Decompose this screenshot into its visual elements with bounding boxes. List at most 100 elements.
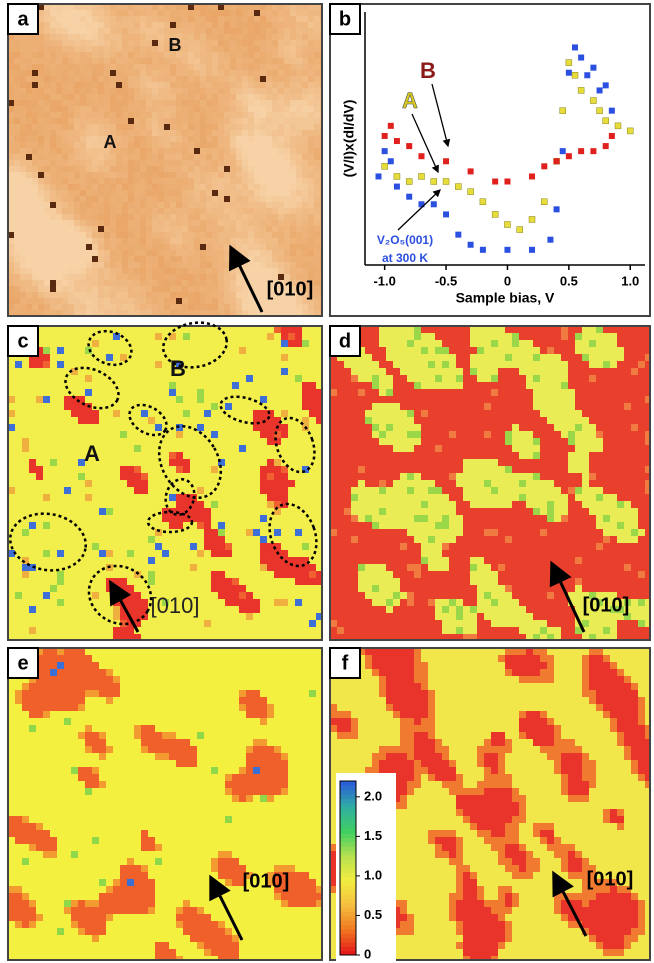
map-pixel xyxy=(266,154,272,160)
map-pixel xyxy=(38,100,44,106)
map-pixel xyxy=(20,94,26,100)
map-pixel xyxy=(230,202,236,208)
map-pixel xyxy=(134,214,140,220)
map-pixel xyxy=(170,202,176,208)
map-pixel xyxy=(134,361,141,368)
map-pixel xyxy=(120,557,127,564)
map-pixel xyxy=(200,22,206,28)
map-pixel xyxy=(74,226,80,232)
map-pixel xyxy=(148,375,155,382)
map-pixel xyxy=(8,417,15,424)
map-pixel xyxy=(224,256,230,262)
map-pixel xyxy=(204,522,211,529)
map-pixel xyxy=(218,130,224,136)
map-pixel xyxy=(170,184,176,190)
map-pixel xyxy=(120,396,127,403)
map-pixel xyxy=(158,76,164,82)
map-pixel xyxy=(38,124,44,130)
map-pixel xyxy=(86,226,92,232)
map-pixel xyxy=(158,214,164,220)
map-pixel xyxy=(29,585,36,592)
map-pixel xyxy=(152,16,158,22)
map-pixel xyxy=(309,368,316,375)
map-pixel xyxy=(36,452,43,459)
map-pixel xyxy=(183,557,190,564)
map-pixel xyxy=(26,250,32,256)
map-pixel xyxy=(194,178,200,184)
map-pixel xyxy=(8,361,15,368)
map-pixel xyxy=(92,340,99,347)
map-pixel xyxy=(302,124,308,130)
map-pixel xyxy=(176,136,182,142)
map-pixel xyxy=(266,124,272,130)
map-pixel xyxy=(314,226,320,232)
map-pixel xyxy=(110,160,116,166)
map-pixel xyxy=(106,494,113,501)
map-pixel xyxy=(197,459,204,466)
map-pixel xyxy=(211,431,218,438)
map-pixel xyxy=(281,389,288,396)
map-pixel xyxy=(302,166,308,172)
map-pixel xyxy=(170,148,176,154)
map-pixel xyxy=(568,333,575,340)
map-pixel xyxy=(284,70,290,76)
map-pixel xyxy=(284,16,290,22)
map-pixel xyxy=(596,347,603,354)
map-pixel xyxy=(57,543,64,550)
map-pixel xyxy=(638,333,645,340)
map-pixel xyxy=(206,184,212,190)
map-pixel xyxy=(230,298,236,304)
map-pixel xyxy=(266,232,272,238)
map-pixel xyxy=(309,627,316,634)
map-pixel xyxy=(38,292,44,298)
map-pixel xyxy=(176,160,182,166)
map-pixel xyxy=(116,34,122,40)
map-pixel xyxy=(106,536,113,543)
map-pixel xyxy=(26,40,32,46)
map-pixel xyxy=(295,438,302,445)
map-pixel xyxy=(260,354,267,361)
map-pixel xyxy=(288,494,295,501)
map-pixel xyxy=(20,220,26,226)
map-pixel xyxy=(296,10,302,16)
map-pixel xyxy=(470,347,477,354)
map-pixel xyxy=(309,564,316,571)
map-pixel xyxy=(43,354,50,361)
map-pixel xyxy=(74,304,80,310)
map-pixel xyxy=(56,28,62,34)
map-pixel xyxy=(314,178,320,184)
map-pixel xyxy=(26,112,32,118)
map-pixel xyxy=(225,424,232,431)
map-pixel xyxy=(190,410,197,417)
map-pixel xyxy=(254,112,260,118)
map-pixel xyxy=(218,16,224,22)
map-pixel xyxy=(57,487,64,494)
map-pixel xyxy=(284,82,290,88)
map-pixel xyxy=(128,34,134,40)
map-pixel xyxy=(266,184,272,190)
map-pixel xyxy=(314,166,320,172)
map-pixel xyxy=(211,571,218,578)
map-pixel xyxy=(38,244,44,250)
map-pixel xyxy=(239,375,246,382)
map-pixel xyxy=(309,606,316,613)
map-pixel xyxy=(176,274,182,280)
map-pixel xyxy=(116,256,122,262)
map-pixel xyxy=(266,106,272,112)
map-pixel xyxy=(295,578,302,585)
map-pixel xyxy=(122,274,128,280)
map-pixel xyxy=(206,100,212,106)
map-pixel xyxy=(29,438,36,445)
map-pixel xyxy=(32,70,38,76)
map-pixel xyxy=(200,106,206,112)
map-pixel xyxy=(32,154,38,160)
map-pixel xyxy=(176,232,182,238)
map-pixel xyxy=(29,606,36,613)
map-pixel xyxy=(146,106,152,112)
map-pixel xyxy=(106,452,113,459)
map-pixel xyxy=(104,214,110,220)
map-pixel xyxy=(85,501,92,508)
map-pixel xyxy=(50,250,56,256)
map-pixel xyxy=(288,543,295,550)
map-pixel xyxy=(158,106,164,112)
